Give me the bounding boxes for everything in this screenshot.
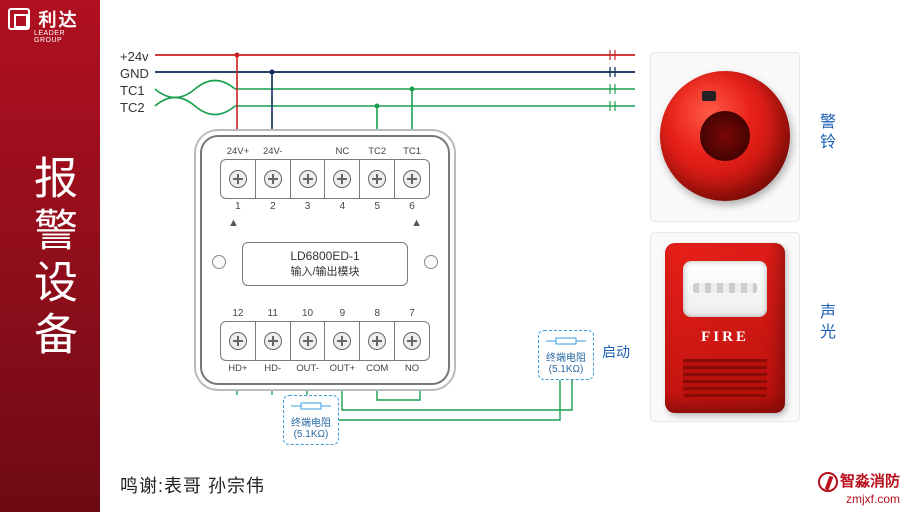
screw-icon xyxy=(299,332,317,350)
terminal-6: TC16 xyxy=(395,160,429,198)
brand-logo: 利达 LEADER GROUP xyxy=(8,6,92,34)
terminal-3: 3 xyxy=(291,160,326,198)
screw-icon xyxy=(229,170,247,188)
screw-icon xyxy=(333,170,351,188)
terminator-title: 终端电阻 xyxy=(290,414,332,429)
photo-strobe-label: 声光 xyxy=(813,303,837,343)
terminal-8: 8COM xyxy=(360,322,395,360)
photo-strobe: FIRE 声光 xyxy=(650,232,800,422)
terminal-1: 24V+1 xyxy=(221,160,256,198)
brand-name: 利达 xyxy=(38,6,78,32)
arrow-up-icon: ▲ xyxy=(228,217,239,229)
terminal-9: 9OUT+ xyxy=(325,322,360,360)
bell-icon xyxy=(660,71,790,201)
wire-label-24v: +24v xyxy=(120,48,149,65)
terminal-row-bottom: 12HD+ 11HD- 10OUT- 9OUT+ 8COM 7NO xyxy=(220,321,430,361)
brand-sub: LEADER GROUP xyxy=(34,30,92,44)
strobe-icon: FIRE xyxy=(665,243,785,413)
start-label: 启动 xyxy=(602,342,630,362)
terminal-2: 24V-2 xyxy=(256,160,291,198)
screw-icon xyxy=(264,170,282,188)
watermark-line2: zmjxf.com xyxy=(818,492,900,506)
terminal-5: TC25 xyxy=(360,160,395,198)
resistor-icon xyxy=(546,335,586,347)
terminal-4: NC4 xyxy=(325,160,360,198)
screw-icon xyxy=(368,332,386,350)
io-module: 24V+1 24V-2 3 NC4 TC25 TC16 ▲ ▲ LD6800ED… xyxy=(200,135,450,385)
arrow-up-icon: ▲ xyxy=(411,217,422,229)
terminal-11: 11HD- xyxy=(256,322,291,360)
screw-icon xyxy=(403,332,421,350)
terminal-row-top: 24V+1 24V-2 3 NC4 TC25 TC16 xyxy=(220,159,430,199)
terminator-resistor-2: 终端电阻 (5.1KΩ) xyxy=(538,330,594,380)
terminator-value: (5.1KΩ) xyxy=(545,364,587,375)
screw-icon xyxy=(403,170,421,188)
terminal-10: 10OUT- xyxy=(291,322,326,360)
sidebar: 利达 LEADER GROUP 报警设备 xyxy=(0,0,100,512)
resistor-icon xyxy=(291,400,331,412)
brand-logo-icon xyxy=(8,8,30,30)
screw-icon xyxy=(368,170,386,188)
module-model: LD6800ED-1 xyxy=(243,249,407,263)
fire-text: FIRE xyxy=(665,329,785,346)
watermark-icon xyxy=(818,472,838,492)
mount-hole-icon xyxy=(424,255,438,269)
wire-label-gnd: GND xyxy=(120,65,149,82)
terminator-value: (5.1KΩ) xyxy=(290,429,332,440)
screw-icon xyxy=(333,332,351,350)
credit-text: 鸣谢:表哥 孙宗伟 xyxy=(120,472,265,498)
wire-labels: +24v GND TC1 TC2 xyxy=(120,48,149,116)
wire-label-tc2: TC2 xyxy=(120,99,149,116)
wire-label-tc1: TC1 xyxy=(120,82,149,99)
terminator-resistor-1: 终端电阻 (5.1KΩ) xyxy=(283,395,339,445)
terminator-title: 终端电阻 xyxy=(545,349,587,364)
module-subtitle: 输入/输出模块 xyxy=(243,263,407,279)
mount-hole-icon xyxy=(212,255,226,269)
photo-bell: 警铃 xyxy=(650,52,800,222)
module-label-box: LD6800ED-1 输入/输出模块 xyxy=(242,242,408,286)
watermark-line1: 智淼消防 xyxy=(840,473,900,490)
screw-icon xyxy=(264,332,282,350)
photo-bell-label: 警铃 xyxy=(813,113,837,153)
screw-icon xyxy=(229,332,247,350)
watermark: 智淼消防 zmjxf.com xyxy=(818,470,900,506)
page-title: 报警设备 xyxy=(20,155,80,363)
screw-icon xyxy=(299,170,317,188)
terminal-7: 7NO xyxy=(395,322,429,360)
terminal-12: 12HD+ xyxy=(221,322,256,360)
